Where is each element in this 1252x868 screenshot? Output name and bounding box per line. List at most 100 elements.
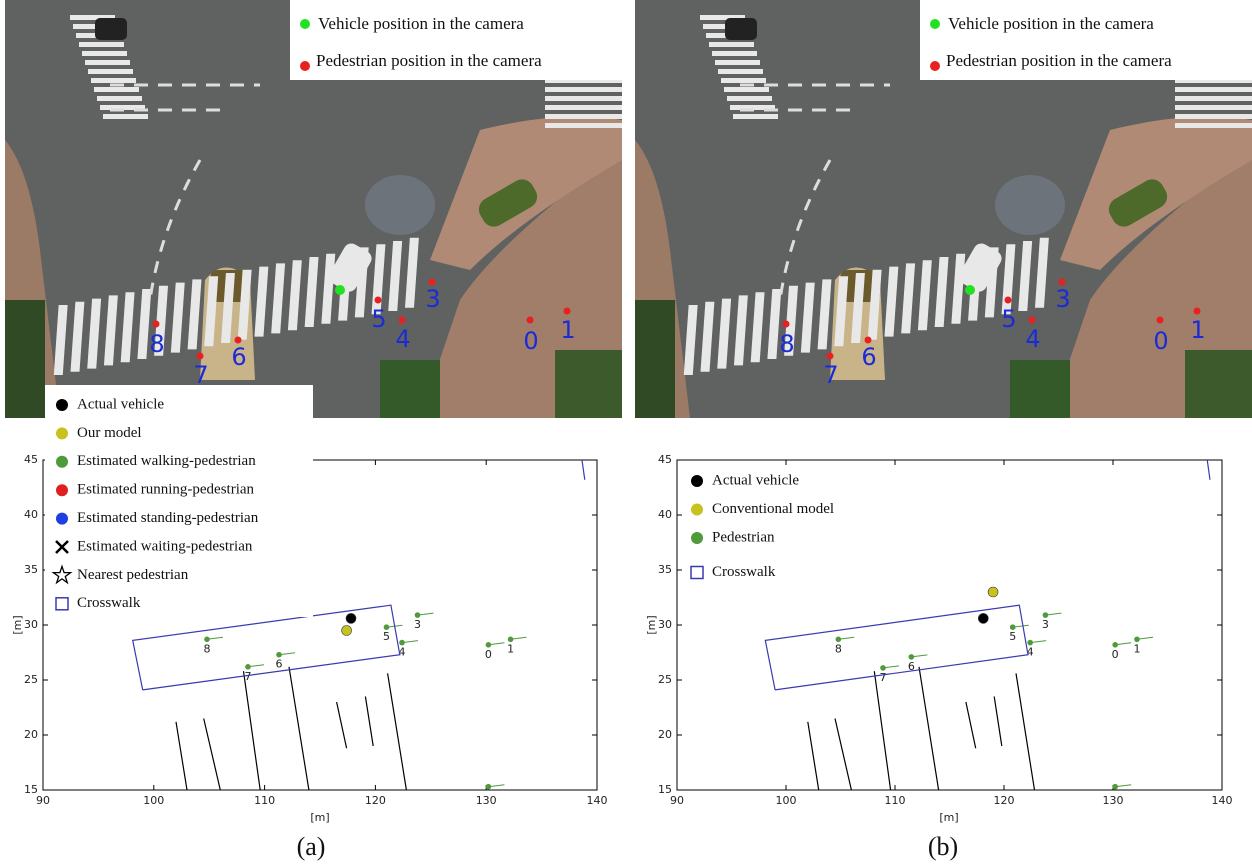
crosswalk-stripe <box>545 96 622 101</box>
y-tick-label: 45 <box>658 453 672 466</box>
crosswalk-stripe <box>79 42 124 47</box>
pedestrian-id: 8 <box>779 330 794 358</box>
point-label: 7 <box>880 671 887 684</box>
camera-legend-label: Pedestrian position in the camera <box>946 51 1172 70</box>
x-tick-label: 140 <box>587 794 608 807</box>
pedestrian-id: 3 <box>425 285 440 313</box>
x-tick-label: 90 <box>36 794 50 807</box>
trees <box>5 300 45 418</box>
panel-caption: (b) <box>928 832 958 861</box>
y-tick-label: 40 <box>24 508 38 521</box>
crosswalk-stripe <box>85 60 130 65</box>
camera-view: Vehicle position in the cameraPedestrian… <box>635 0 1252 418</box>
legend-label: Crosswalk <box>712 564 776 580</box>
legend-marker <box>691 504 703 516</box>
vehicle-position <box>965 285 975 295</box>
pedestrian-id: 5 <box>1001 305 1016 333</box>
point <box>988 587 998 597</box>
legend-label: Estimated running-pedestrian <box>77 482 255 498</box>
x-tick-label: 100 <box>143 794 164 807</box>
crosswalk-stripe <box>88 69 133 74</box>
point <box>909 654 915 660</box>
legend-label: Estimated waiting-pedestrian <box>77 538 253 554</box>
point <box>342 626 352 636</box>
y-tick-label: 25 <box>24 673 38 686</box>
shadow <box>365 175 435 235</box>
pedestrian-id: 5 <box>371 305 386 333</box>
point <box>399 640 405 646</box>
point <box>1010 624 1016 630</box>
camera-view: Vehicle position in the cameraPedestrian… <box>5 0 622 418</box>
pedestrian-position <box>197 353 204 360</box>
y-tick-label: 30 <box>24 618 38 631</box>
pedestrian-id: 7 <box>823 361 838 389</box>
trees <box>555 350 622 418</box>
x-tick-label: 90 <box>670 794 684 807</box>
crosswalk-stripe <box>718 69 763 74</box>
x-tick-label: 120 <box>994 794 1015 807</box>
point-label: 0 <box>1112 648 1119 661</box>
point-label: 6 <box>276 658 283 671</box>
crosswalk-stripe <box>1175 105 1252 110</box>
y-tick-label: 35 <box>24 563 38 576</box>
pedestrian-position <box>375 297 382 304</box>
legend-marker <box>56 427 68 439</box>
crosswalk-stripe <box>715 60 760 65</box>
pedestrian-id: 4 <box>1025 325 1040 353</box>
point <box>1134 637 1140 643</box>
point <box>978 613 988 623</box>
pedestrian-position <box>1157 317 1164 324</box>
crosswalk-stripe <box>82 51 127 56</box>
crosswalk-stripe <box>91 78 136 83</box>
point <box>880 665 886 671</box>
legend-label: Conventional model <box>712 501 834 517</box>
legend-marker <box>691 532 703 544</box>
pedestrian-dot <box>930 61 940 71</box>
y-tick-label: 40 <box>658 508 672 521</box>
crosswalk-stripe <box>1175 96 1252 101</box>
panel-caption: (a) <box>297 832 326 861</box>
point <box>1043 612 1049 618</box>
legend-label: Our model <box>77 425 142 441</box>
crosswalk-stripe <box>709 42 754 47</box>
crosswalk-stripe <box>1175 123 1252 128</box>
point <box>486 784 492 790</box>
crosswalk-stripe <box>545 87 622 92</box>
legend-marker <box>691 475 703 487</box>
point <box>384 624 390 630</box>
pedestrian-id: 6 <box>231 343 246 371</box>
legend-label: Actual vehicle <box>77 396 164 412</box>
pedestrian-position <box>1194 308 1201 315</box>
y-tick-label: 15 <box>658 783 672 796</box>
crosswalk-stripe <box>1175 114 1252 119</box>
point-label: 8 <box>203 642 210 655</box>
pedestrian-position <box>1005 297 1012 304</box>
point-label: 5 <box>383 630 390 643</box>
trees <box>635 300 675 418</box>
x-tick-label: 120 <box>365 794 386 807</box>
x-tick-label: 100 <box>776 794 797 807</box>
point-label: 1 <box>507 642 514 655</box>
crosswalk-stripe <box>545 114 622 119</box>
y-tick-label: 20 <box>24 728 38 741</box>
y-tick-label: 15 <box>24 783 38 796</box>
legend-label: Crosswalk <box>77 595 141 611</box>
pedestrian-id: 0 <box>1153 327 1168 355</box>
point <box>486 642 492 648</box>
point <box>204 637 210 643</box>
legend-marker <box>56 513 68 525</box>
y-axis-label: [m] <box>645 615 658 634</box>
pedestrian-id: 1 <box>1190 316 1205 344</box>
y-tick-label: 20 <box>658 728 672 741</box>
crosswalk-stripe <box>94 87 139 92</box>
point <box>1112 784 1118 790</box>
pedestrian-position <box>399 317 406 324</box>
x-tick-label: 130 <box>476 794 497 807</box>
crosswalk-stripe <box>97 96 142 101</box>
pedestrian-id: 4 <box>395 325 410 353</box>
figure: Vehicle position in the cameraPedestrian… <box>0 0 1252 868</box>
pedestrian-dot <box>300 61 310 71</box>
legend-label: Estimated walking-pedestrian <box>77 453 256 469</box>
legend-label: Pedestrian <box>712 529 775 545</box>
pedestrian-position <box>153 321 160 328</box>
